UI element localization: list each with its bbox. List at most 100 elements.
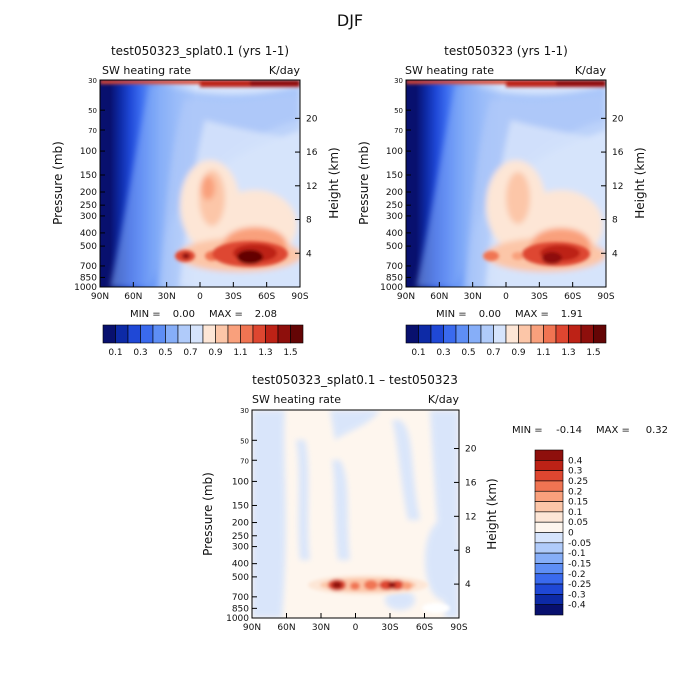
panel-1-axes: 90N 60N 30N 0 30S 60S 90S 30 50 70 100 150 200 250300… bbox=[74, 77, 318, 302]
x-tick-label: 90N bbox=[243, 623, 261, 633]
panel-3-ylabel: Pressure (mb) bbox=[201, 472, 215, 556]
panel-3-variable: SW heating rate bbox=[252, 393, 341, 406]
colorbar-swatch bbox=[215, 324, 229, 344]
y2-tick-label: 16 bbox=[465, 478, 477, 488]
panel-2-max-value: 1.91 bbox=[561, 309, 583, 320]
y-tick-label: 500 bbox=[80, 242, 97, 252]
y-tick-label: 300 bbox=[386, 212, 403, 222]
y-tick-label: 150 bbox=[386, 171, 403, 181]
y2-tick-label: 4 bbox=[306, 249, 312, 259]
y2-tick-label: 8 bbox=[612, 216, 618, 226]
panel-1-title: test050323_splat0.1 (yrs 1-1) bbox=[111, 44, 289, 58]
y2-tick-label: 20 bbox=[612, 114, 624, 124]
y2-tick-label: 12 bbox=[612, 182, 623, 192]
panel-3-y2label: Height (km) bbox=[485, 478, 499, 549]
y-tick-label: 500 bbox=[232, 573, 249, 583]
colorbar-swatch bbox=[115, 324, 129, 344]
colorbar-swatch bbox=[543, 324, 557, 344]
y-tick-label: 30 bbox=[394, 77, 403, 85]
colorbar-label: 0.3 bbox=[436, 348, 450, 358]
x-tick-label: 60N bbox=[124, 292, 142, 302]
colorbar-label: 1.3 bbox=[258, 348, 272, 358]
panel-2-ylabel: Pressure (mb) bbox=[357, 141, 371, 225]
y-tick-label: 250 bbox=[232, 532, 249, 542]
colorbar-label: 0.7 bbox=[486, 348, 500, 358]
panel-2-y2label: Height (km) bbox=[633, 147, 647, 218]
colorbar-swatch bbox=[534, 480, 564, 492]
y-tick-label: 400 bbox=[232, 560, 249, 570]
colorbar-label: 0.1 bbox=[568, 508, 582, 518]
colorbar-swatch bbox=[418, 324, 432, 344]
y2-tick-label: 16 bbox=[612, 148, 624, 158]
panel-1-max-label: MAX = bbox=[209, 309, 243, 320]
panel-1: test050323_splat0.1 (yrs 1-1) SW heating… bbox=[51, 44, 341, 358]
y-tick-label: 700 bbox=[232, 593, 249, 603]
panel-3-units: K/day bbox=[428, 393, 460, 406]
y-tick-label: 400 bbox=[386, 229, 403, 239]
panel-1-min-value: 0.00 bbox=[173, 309, 195, 320]
panel-1-units: K/day bbox=[269, 64, 301, 77]
panel-1-min-label: MIN = bbox=[130, 309, 161, 320]
colorbar-swatch bbox=[555, 324, 569, 344]
x-tick-label: 30S bbox=[531, 292, 548, 302]
y2-tick-label: 4 bbox=[612, 249, 618, 259]
colorbar-label: 0.2 bbox=[568, 487, 582, 497]
x-tick-label: 60S bbox=[258, 292, 275, 302]
y-tick-label: 50 bbox=[240, 437, 249, 445]
x-tick-label: 90S bbox=[450, 623, 467, 633]
y2-tick-label: 12 bbox=[306, 182, 317, 192]
colorbar-swatch bbox=[240, 324, 254, 344]
y2-tick-label: 16 bbox=[306, 148, 318, 158]
colorbar-swatch bbox=[480, 324, 494, 344]
y2-tick-label: 8 bbox=[306, 216, 312, 226]
colorbar-swatch bbox=[265, 324, 279, 344]
colorbar-label: 0.1 bbox=[108, 348, 122, 358]
colorbar-label: 0.9 bbox=[208, 348, 223, 358]
colorbar-swatch bbox=[290, 324, 304, 344]
panel-2-stats: MIN = 0.00 MAX = 1.91 bbox=[436, 309, 583, 320]
x-tick-label: 60S bbox=[564, 292, 581, 302]
colorbar-swatch bbox=[534, 521, 564, 533]
y-tick-label: 1000 bbox=[380, 283, 403, 293]
colorbar-swatch bbox=[534, 470, 564, 482]
y-tick-label: 100 bbox=[386, 147, 403, 157]
y2-tick-label: 8 bbox=[465, 546, 471, 556]
x-tick-label: 90S bbox=[597, 292, 614, 302]
colorbar-swatch bbox=[534, 604, 564, 616]
y-tick-label: 100 bbox=[232, 477, 249, 487]
x-tick-label: 30S bbox=[381, 623, 398, 633]
colorbar-swatch bbox=[165, 324, 179, 344]
colorbar-swatch bbox=[202, 324, 216, 344]
x-tick-label: 30S bbox=[225, 292, 242, 302]
panel-1-stats: MIN = 0.00 MAX = 2.08 bbox=[130, 309, 277, 320]
colorbar-swatch bbox=[530, 324, 544, 344]
panel-2-min-value: 0.00 bbox=[479, 309, 501, 320]
x-tick-label: 30N bbox=[158, 292, 176, 302]
colorbar-swatch bbox=[140, 324, 154, 344]
colorbar-label: -0.2 bbox=[568, 570, 586, 580]
colorbar-swatch bbox=[518, 324, 532, 344]
panel-3-contour-field bbox=[252, 410, 459, 618]
colorbar-swatch bbox=[534, 460, 564, 471]
y-tick-label: 1000 bbox=[74, 283, 97, 293]
colorbar-swatch bbox=[534, 511, 564, 523]
y2-tick-label: 12 bbox=[465, 512, 476, 522]
colorbar-swatch bbox=[493, 324, 507, 344]
colorbar-label: 1.5 bbox=[586, 348, 600, 358]
x-tick-label: 90N bbox=[91, 292, 109, 302]
colorbar-label: -0.05 bbox=[568, 539, 591, 549]
colorbar-label: 0 bbox=[568, 529, 574, 539]
colorbar-swatch bbox=[177, 324, 191, 344]
y-tick-label: 1000 bbox=[226, 614, 249, 624]
y-tick-label: 100 bbox=[80, 147, 97, 157]
y-tick-label: 850 bbox=[232, 604, 249, 614]
panel-1-variable: SW heating rate bbox=[102, 64, 191, 77]
colorbar-swatch bbox=[534, 552, 564, 564]
panel-3-max-label: MAX = bbox=[596, 425, 630, 436]
colorbar-label: 1.3 bbox=[561, 348, 575, 358]
x-tick-label: 60S bbox=[416, 623, 433, 633]
colorbar-swatch bbox=[227, 324, 241, 344]
x-tick-label: 30N bbox=[312, 623, 330, 633]
y2-tick-label: 20 bbox=[465, 445, 477, 455]
panel-2-title: test050323 (yrs 1-1) bbox=[444, 44, 568, 58]
